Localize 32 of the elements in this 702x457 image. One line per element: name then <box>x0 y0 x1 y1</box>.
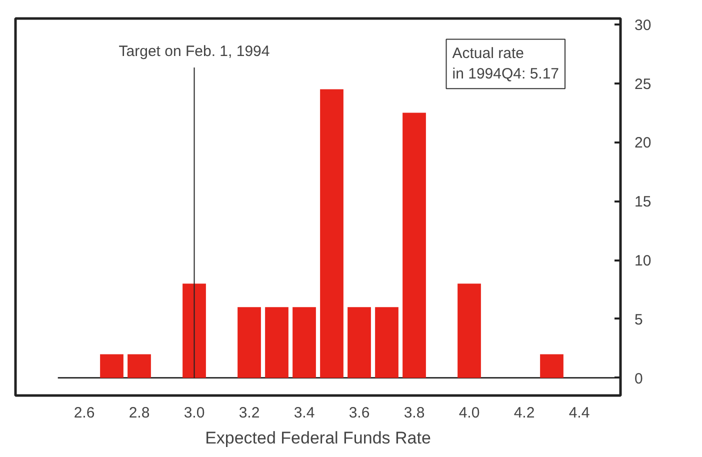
annotation: Actual rate in 1994Q4: 5.17 <box>452 45 560 83</box>
bar <box>540 354 564 378</box>
bar <box>402 112 426 378</box>
x-tick-label: 4.0 <box>458 404 480 422</box>
bar <box>320 89 344 378</box>
bar <box>375 307 398 378</box>
bar <box>458 284 481 378</box>
x-tick-label: 2.8 <box>128 404 150 422</box>
bar <box>238 307 261 378</box>
x-tick-label: 2.6 <box>74 404 95 422</box>
y-tick-label: 25 <box>634 76 652 93</box>
x-tick-label: 3.0 <box>184 404 205 422</box>
y-tick-label: 0 <box>634 370 643 388</box>
ref-line-label: Target on Feb. 1, 1994 <box>118 42 270 60</box>
y-tick-label: 15 <box>634 194 652 211</box>
bar <box>265 307 288 378</box>
y-tick-label: 5 <box>634 311 643 328</box>
bar <box>100 354 124 378</box>
bar <box>348 307 371 378</box>
y-tick-label: 20 <box>634 134 652 152</box>
bar <box>128 354 151 378</box>
y-tick-label: 10 <box>634 252 652 270</box>
bar <box>182 284 206 378</box>
x-tick-label: 4.2 <box>514 404 535 422</box>
x-tick-label: 4.4 <box>568 404 590 422</box>
x-axis-title: Expected Federal Funds Rate <box>205 428 431 448</box>
y-tick-label: 30 <box>634 16 652 34</box>
x-tick-label: 3.4 <box>294 404 315 422</box>
x-tick-label: 3.6 <box>348 404 370 422</box>
bar <box>292 307 316 378</box>
x-tick-label: 3.8 <box>404 404 425 422</box>
x-tick-label: 3.2 <box>238 404 260 422</box>
